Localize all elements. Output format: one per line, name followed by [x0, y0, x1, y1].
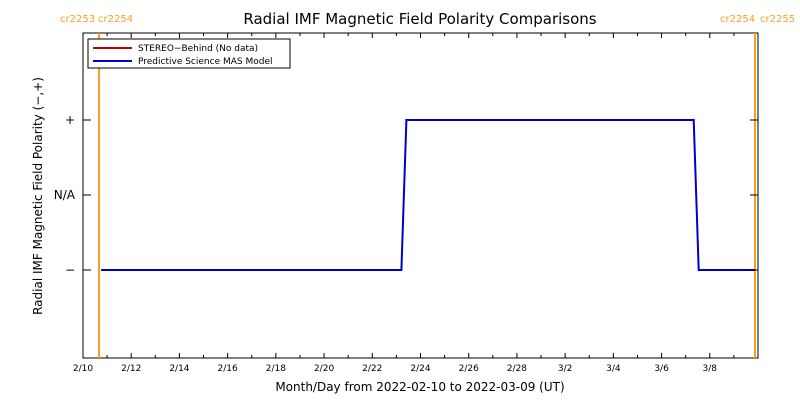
x-axis-label: Month/Day from 2022-02-10 to 2022-03-09 …	[275, 380, 564, 394]
chart-title: Radial IMF Magnetic Field Polarity Compa…	[243, 10, 596, 28]
cr-label-right-next: cr2255	[760, 14, 795, 25]
x-tick-label: 2/20	[314, 364, 334, 374]
x-tick-label: 3/2	[558, 364, 572, 374]
cr-label-left-next: cr2254	[98, 14, 133, 25]
y-tick-label: +	[65, 113, 75, 127]
y-axis-label: Radial IMF Magnetic Field Polarity (−,+)	[31, 77, 45, 315]
plot-frame	[82, 32, 759, 359]
series-line-mas	[101, 119, 755, 271]
carrington-labels: cr2253 cr2254 cr2254 cr2255	[60, 14, 795, 25]
legend-box	[87, 38, 291, 69]
x-tick-label: 3/6	[654, 364, 669, 374]
x-tick-label: 2/10	[73, 364, 93, 374]
x-tick-label: 2/14	[169, 364, 189, 374]
series-lines	[101, 119, 755, 271]
x-tick-label: 2/24	[410, 364, 430, 374]
x-tick-label: 2/16	[218, 364, 238, 374]
axis-ticks: 2/10 2/12 2/14 2/16 2/18 2/20 2/22 2/24 2/26 2/28…	[54, 33, 758, 374]
x-tick-label: 2/22	[362, 364, 382, 374]
legend: STEREO−Behind (No data) Predictive Scien…	[87, 38, 291, 69]
x-tick-label: 3/8	[703, 364, 718, 374]
x-tick-label: 2/28	[507, 364, 527, 374]
legend-label-stereo: STEREO−Behind (No data)	[138, 44, 258, 54]
x-tick-label: 2/18	[266, 364, 286, 374]
x-tick-label: 2/12	[121, 364, 141, 374]
x-tick-label: 3/4	[606, 364, 621, 374]
carrington-marker-lines	[98, 33, 756, 358]
y-tick-label: −	[65, 263, 75, 277]
cr-label-right-prev: cr2254	[720, 14, 755, 25]
legend-label-mas: Predictive Science MAS Model	[138, 57, 273, 67]
cr-label-left-prev: cr2253	[60, 14, 95, 25]
y-tick-label: N/A	[54, 188, 76, 202]
x-tick-label: 2/26	[459, 364, 479, 374]
